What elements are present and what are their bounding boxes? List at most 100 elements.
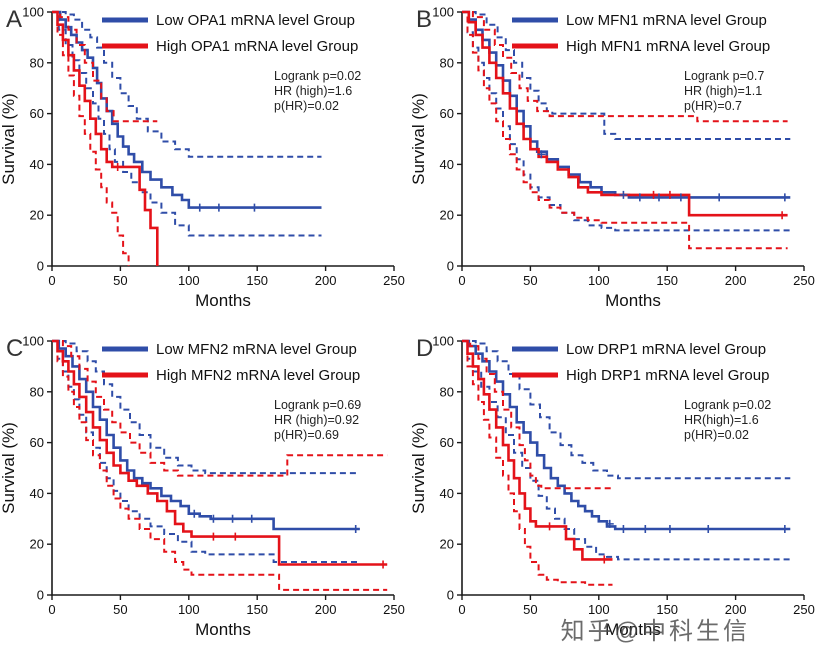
series-high-ci-upper bbox=[462, 11, 788, 123]
series-low-solid bbox=[52, 10, 322, 209]
series-low-ci-lower bbox=[462, 340, 791, 561]
y-tick-label: 60 bbox=[30, 106, 44, 121]
panel-a: 0 20 40 60 80 100 0 50 100 150 200 250 Months Surviva… bbox=[0, 0, 410, 329]
x-tick-label: 150 bbox=[246, 602, 268, 617]
y-tick-label: 40 bbox=[440, 157, 454, 172]
survival-chart-MFN1: 0 20 40 60 80 100 0 50 100 150 200 250 Months Surviva… bbox=[409, 5, 815, 311]
stats-line: p(HR)=0.7 bbox=[684, 99, 742, 113]
censor-mark bbox=[228, 514, 237, 523]
censor-mark bbox=[704, 524, 713, 533]
censor-mark bbox=[676, 193, 685, 202]
series-high-ci-lower bbox=[52, 11, 130, 266]
censor-mark bbox=[649, 190, 658, 199]
y-tick-label: 40 bbox=[30, 486, 44, 501]
legend-label: Low MFN2 mRNA level Group bbox=[156, 341, 357, 358]
y-tick-label: 80 bbox=[30, 384, 44, 399]
series-high-ci-lower bbox=[52, 340, 388, 591]
stats-line: HR (high)=1.1 bbox=[684, 84, 762, 98]
y-tick-label: 20 bbox=[30, 208, 44, 223]
series-high-ci-upper bbox=[52, 11, 158, 123]
survival-chart-OPA1: 0 20 40 60 80 100 0 50 100 150 200 250 Months Surviva… bbox=[0, 5, 405, 311]
stats-line: p(HR)=0.02 bbox=[274, 99, 339, 113]
y-tick-label: 80 bbox=[30, 55, 44, 70]
censor-mark bbox=[190, 509, 199, 518]
panel-letter: A bbox=[6, 6, 22, 33]
censor-mark bbox=[209, 532, 218, 541]
series-low-ci-lower bbox=[52, 11, 322, 237]
x-tick-label: 50 bbox=[523, 602, 537, 617]
x-tick-label: 200 bbox=[315, 602, 337, 617]
censor-mark bbox=[545, 522, 554, 531]
stats-line: Logrank p=0.7 bbox=[684, 69, 764, 83]
stats-line: HR(high)=1.6 bbox=[684, 413, 759, 427]
series-low-ci-upper bbox=[52, 11, 322, 158]
legend-label: High OPA1 mRNA level Group bbox=[156, 38, 358, 55]
panel-letter: B bbox=[416, 6, 432, 33]
censor-mark bbox=[214, 203, 223, 212]
x-tick-label: 200 bbox=[725, 602, 747, 617]
series-low-ci-upper bbox=[462, 340, 791, 480]
series-low-ci-lower bbox=[462, 11, 791, 232]
y-tick-label: 60 bbox=[440, 435, 454, 450]
censor-mark bbox=[654, 193, 663, 202]
y-tick-label: 60 bbox=[440, 106, 454, 121]
series-high-ci-lower bbox=[462, 340, 613, 586]
x-tick-label: 250 bbox=[383, 602, 405, 617]
y-tick-label: 80 bbox=[440, 384, 454, 399]
series-high-solid bbox=[52, 10, 159, 266]
stats-line: Logrank p=0.02 bbox=[274, 69, 361, 83]
survival-chart-MFN2: 0 20 40 60 80 100 0 50 100 150 200 250 Months Surviva… bbox=[0, 334, 405, 640]
x-tick-label: 250 bbox=[793, 273, 815, 288]
stats-line: HR (high)=1.6 bbox=[274, 84, 352, 98]
y-tick-label: 0 bbox=[37, 588, 44, 603]
series-low-solid bbox=[462, 339, 791, 531]
censor-mark bbox=[600, 555, 609, 564]
censor-mark bbox=[250, 203, 259, 212]
censor-mark bbox=[715, 193, 724, 202]
censor-mark bbox=[780, 524, 789, 533]
y-tick-label: 0 bbox=[447, 588, 454, 603]
x-tick-label: 150 bbox=[656, 273, 678, 288]
series-high-ci-upper bbox=[52, 340, 388, 477]
panel-letter: D bbox=[416, 335, 433, 362]
x-tick-label: 100 bbox=[178, 602, 200, 617]
censor-mark bbox=[605, 519, 614, 528]
series-low-ci-upper bbox=[52, 340, 360, 475]
y-tick-label: 100 bbox=[432, 334, 454, 349]
x-tick-label: 0 bbox=[48, 602, 55, 617]
censor-mark bbox=[635, 193, 644, 202]
survival-chart-DRP1: 0 20 40 60 80 100 0 50 100 150 200 250 Months Surviva… bbox=[409, 334, 815, 640]
panel-d: 0 20 40 60 80 100 0 50 100 150 200 250 Months Surviva… bbox=[409, 329, 820, 658]
x-tick-label: 150 bbox=[656, 602, 678, 617]
legend-label: High DRP1 mRNA level Group bbox=[566, 367, 769, 384]
legend-label: High MFN1 mRNA level Group bbox=[566, 38, 770, 55]
series-high-solid bbox=[52, 339, 388, 566]
x-tick-label: 50 bbox=[113, 273, 127, 288]
x-tick-label: 0 bbox=[48, 273, 55, 288]
censor-mark bbox=[113, 162, 122, 171]
x-tick-label: 200 bbox=[725, 273, 747, 288]
y-axis-label: Survival (%) bbox=[410, 93, 428, 185]
x-tick-label: 100 bbox=[588, 273, 610, 288]
censor-mark bbox=[231, 532, 240, 541]
censor-mark bbox=[619, 190, 628, 199]
y-tick-label: 20 bbox=[440, 208, 454, 223]
censor-mark bbox=[195, 203, 204, 212]
y-tick-label: 100 bbox=[432, 5, 454, 20]
x-axis-label: Months bbox=[605, 620, 661, 639]
x-tick-label: 250 bbox=[793, 602, 815, 617]
y-tick-label: 40 bbox=[30, 157, 44, 172]
y-tick-label: 20 bbox=[30, 537, 44, 552]
censor-mark bbox=[778, 211, 787, 220]
x-tick-label: 200 bbox=[315, 273, 337, 288]
series-high-ci-lower bbox=[462, 11, 788, 250]
stats-line: Logrank p=0.69 bbox=[274, 398, 361, 412]
x-tick-label: 0 bbox=[458, 602, 465, 617]
legend-label: Low MFN1 mRNA level Group bbox=[566, 12, 767, 29]
censor-mark bbox=[780, 193, 789, 202]
censor-mark bbox=[209, 514, 218, 523]
y-tick-label: 0 bbox=[37, 259, 44, 274]
y-tick-label: 20 bbox=[440, 537, 454, 552]
